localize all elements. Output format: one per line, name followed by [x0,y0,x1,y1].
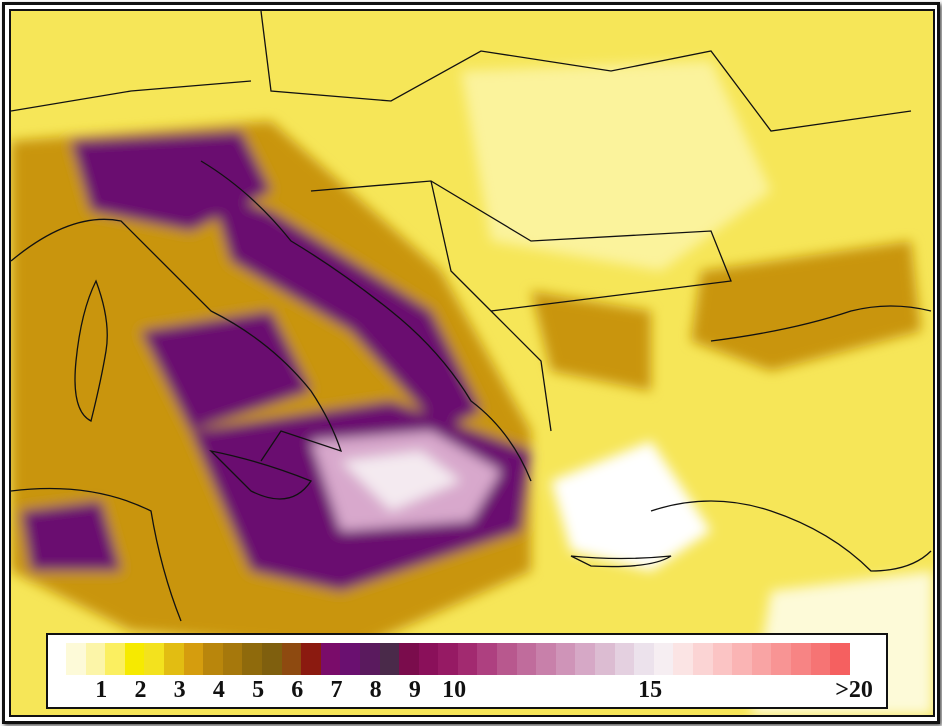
field-brown-greece [531,291,651,391]
colorbar-swatch [595,643,615,675]
colorbar-tick-label: 8 [369,677,382,703]
field-purple-dinaric [211,191,481,431]
colorbar-swatch [751,643,772,675]
colorbar-swatch [163,643,184,675]
colorbar-swatch [85,643,106,675]
colorbar-swatch [477,643,498,675]
colorbar-swatch [242,643,262,675]
colorbar-swatch [144,643,164,675]
colorbar-swatch [399,643,419,675]
colorbar-swatch [653,643,674,675]
colorbar-swatch [320,643,341,675]
colorbar-swatch [536,643,556,675]
colorbar-tick-label: 4 [212,677,225,703]
colorbar-swatch [66,643,86,675]
colorbar-swatch [673,643,693,675]
colorbar-swatch [634,643,654,675]
colorbar-swatch [222,643,243,675]
colorbar-legend: 1 2 3 4 5 6 7 8 9 10 15 >20 [46,633,888,709]
colorbar-swatch [555,643,576,675]
colorbar-tick-label: >20 [835,677,873,703]
colorbar-swatch [575,643,596,675]
colorbar-swatch [830,643,850,675]
colorbar-tick-label: 15 [638,677,663,703]
field-white-core [341,451,461,511]
colorbar-tick-label: 1 [95,677,108,703]
colorbar-swatch [301,643,321,675]
colorbar-tick-label: 3 [173,677,186,703]
field-light-east [461,61,771,271]
colorbar-swatch [124,643,145,675]
colorbar-swatch [261,643,282,675]
field-white-aegean [551,441,711,571]
colorbar-swatch [693,643,713,675]
colorbar-tick-label: 7 [330,677,343,703]
colorbar-swatch [281,643,302,675]
map-area [9,9,935,717]
field-purple-spain [21,501,121,571]
colorbar-swatch [614,643,635,675]
colorbar-tick-label: 5 [252,677,265,703]
colorbar-tick-label: 2 [134,677,147,703]
colorbar-swatch [810,643,831,675]
colorbar-swatch [790,643,811,675]
colorbar-swatch [732,643,752,675]
colorbar-swatch [418,643,439,675]
field-brown-anatolia [691,241,921,371]
coastlines-borders [11,11,932,622]
colorbar [66,643,850,675]
precipitation-map [11,11,933,715]
colorbar-swatch [771,643,791,675]
colorbar-swatch [340,643,360,675]
field-purple-apennines [141,311,311,431]
colorbar-tick-label: 10 [442,677,467,703]
colorbar-swatch [359,643,380,675]
colorbar-swatch [497,643,517,675]
colorbar-tick-label: 9 [408,677,421,703]
colorbar-tick-label: 6 [291,677,304,703]
colorbar-swatch [438,643,458,675]
colorbar-swatch [712,643,733,675]
colorbar-swatch [203,643,223,675]
colorbar-swatch [379,643,400,675]
colorbar-swatch [457,643,478,675]
colorbar-swatch [516,643,537,675]
colorbar-swatch [105,643,125,675]
colorbar-swatch [183,643,204,675]
